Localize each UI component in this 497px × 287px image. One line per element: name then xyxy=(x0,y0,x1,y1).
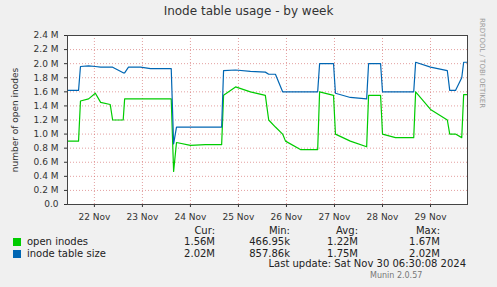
svg-text:28 Nov: 28 Nov xyxy=(367,212,400,222)
html-text:inode table size: inode table size xyxy=(27,248,106,259)
svg-text:23 Nov: 23 Nov xyxy=(126,212,159,222)
svg-text:2.0 M: 2.0 M xyxy=(34,59,59,69)
html-text:Inode table usage - by week: Inode table usage - by week xyxy=(163,4,334,18)
html-text:Last update: Sat Nov 30 06:30:: Last update: Sat Nov 30 06:30:08 2024 xyxy=(268,258,466,269)
html-text:2.02M: 2.02M xyxy=(184,248,215,259)
svg-text:1.8 M: 1.8 M xyxy=(34,73,59,83)
html-text:2.02M: 2.02M xyxy=(409,248,440,259)
html-text:1.75M: 1.75M xyxy=(327,248,358,259)
html-text:Avg:: Avg: xyxy=(336,225,358,236)
svg-text:27 Nov: 27 Nov xyxy=(319,212,352,222)
svg-text:2.4 M: 2.4 M xyxy=(34,30,59,40)
svg-text:24 Nov: 24 Nov xyxy=(174,212,207,222)
svg-text:0.2 M: 0.2 M xyxy=(34,185,59,195)
svg-text:26 Nov: 26 Nov xyxy=(271,212,304,222)
html-text:1.56M: 1.56M xyxy=(184,236,215,247)
svg-text:0.8 M: 0.8 M xyxy=(34,143,59,153)
svg-text:25 Nov: 25 Nov xyxy=(223,212,256,222)
svg-text:0.0: 0.0 xyxy=(44,199,59,209)
svg-text:1.0 M: 1.0 M xyxy=(34,129,59,139)
html-text:466.95k: 466.95k xyxy=(249,236,290,247)
svg-text:2.2 M: 2.2 M xyxy=(34,44,59,54)
html-text:Min:: Min: xyxy=(268,225,290,236)
svg-text:1.2 M: 1.2 M xyxy=(34,115,59,125)
html-text:open inodes: open inodes xyxy=(27,236,89,247)
svg-text:22 Nov: 22 Nov xyxy=(78,212,111,222)
svg-text:29 Nov: 29 Nov xyxy=(415,212,448,222)
svg-text:0.4 M: 0.4 M xyxy=(34,171,59,181)
html-text:Cur:: Cur: xyxy=(194,225,215,236)
svg-text:0.6 M: 0.6 M xyxy=(34,157,59,167)
html-text:Munin 2.0.57: Munin 2.0.57 xyxy=(370,271,423,280)
svg-text:1.6 M: 1.6 M xyxy=(34,87,59,97)
html-text:RRDTOOL / TOBI OETIKER: RRDTOOL / TOBI OETIKER xyxy=(478,18,486,109)
html-text:857.86k: 857.86k xyxy=(249,248,290,259)
html-text:Max:: Max: xyxy=(416,225,440,236)
html-text:1.67M: 1.67M xyxy=(409,236,440,247)
svg-text:number of open inodes: number of open inodes xyxy=(10,67,20,172)
html-text:1.22M: 1.22M xyxy=(327,236,358,247)
svg-text:1.4 M: 1.4 M xyxy=(34,101,59,111)
